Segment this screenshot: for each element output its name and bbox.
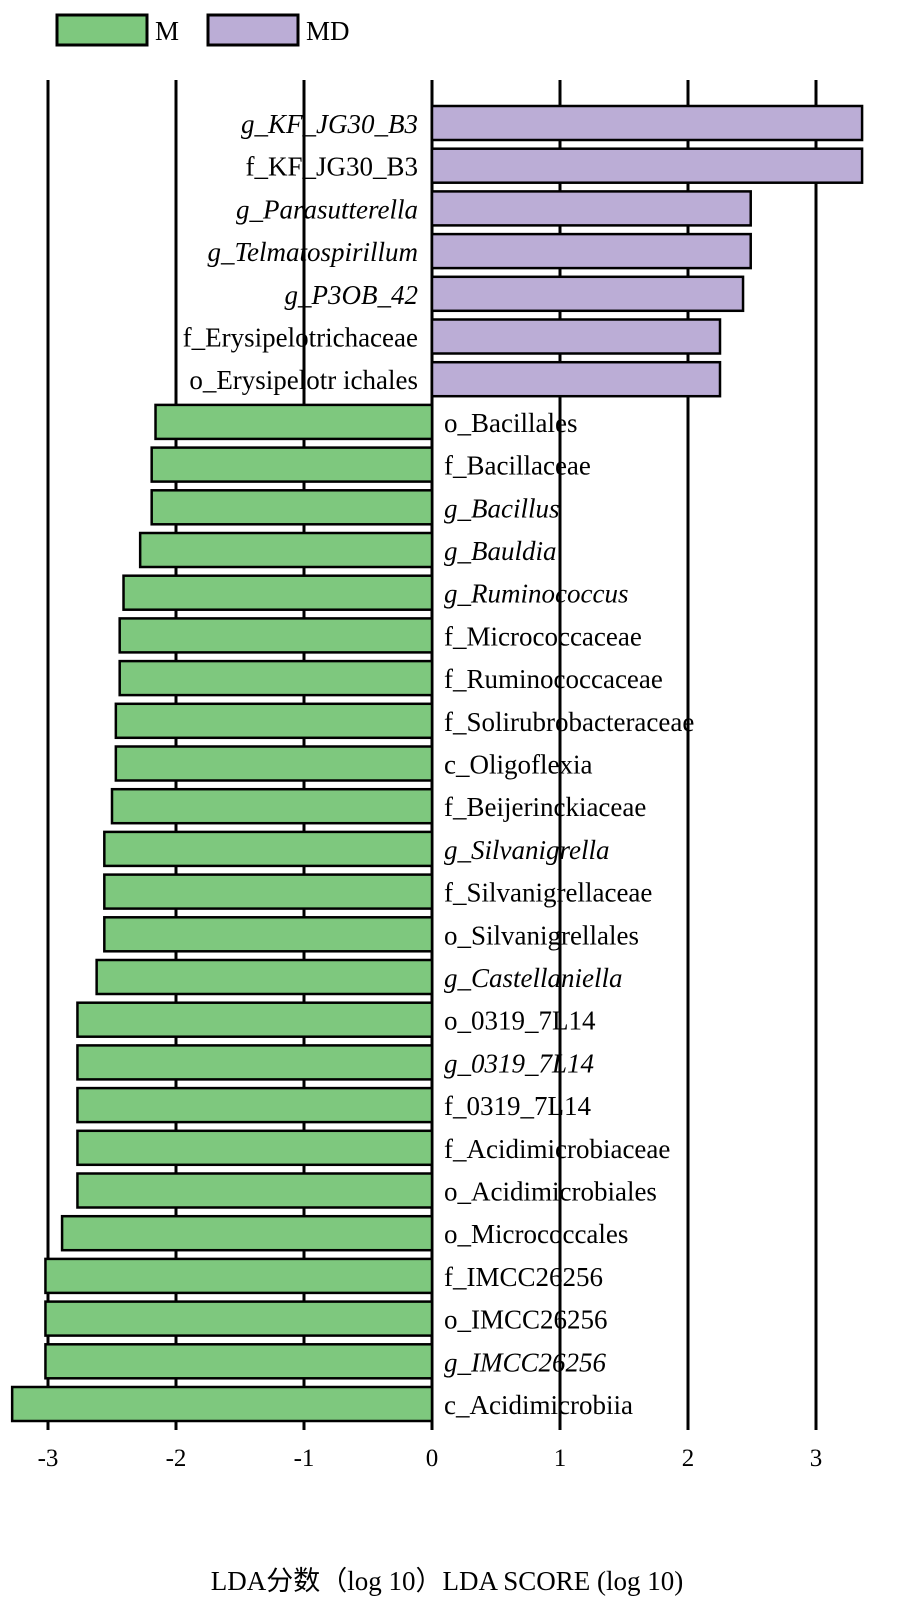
bar-f_KF_JG30_B3 bbox=[430, 147, 864, 184]
bar-label: g_Castellaniella bbox=[444, 963, 623, 993]
bar-f_Bacillaceae bbox=[150, 446, 434, 483]
bar-g_Bacillus bbox=[150, 489, 434, 526]
bar-c_Oligoflexia bbox=[114, 745, 434, 782]
bar-label: o_0319_7L14 bbox=[444, 1006, 596, 1036]
bar-g_0319_7L14 bbox=[76, 1044, 434, 1081]
bar-f_Erysipelotrichaceae bbox=[430, 318, 722, 355]
bar-f_Micrococcaceae bbox=[118, 617, 434, 654]
legend-label-md: MD bbox=[306, 16, 350, 46]
bar-label: f_Beijerinckiaceae bbox=[444, 792, 646, 822]
x-axis-ticks: -3 -2 -1 0 1 2 3 bbox=[38, 1445, 823, 1472]
bar-label: f_IMCC26256 bbox=[444, 1262, 603, 1292]
bar-label: f_Micrococcaceae bbox=[444, 621, 642, 651]
bar-g_Castellaniella bbox=[95, 958, 434, 996]
bar-label: c_Oligoflexia bbox=[444, 750, 592, 780]
bar-g_Parasutterella bbox=[430, 190, 752, 227]
legend-swatch-m bbox=[55, 13, 149, 47]
bar-o_0319_7L14 bbox=[76, 1001, 434, 1038]
bar-g_KF_JG30_B3 bbox=[430, 104, 864, 142]
bar-label: g_P3OB_42 bbox=[285, 280, 418, 310]
bar-o_Acidimicrobiales bbox=[76, 1172, 434, 1209]
bar-label: c_Acidimicrobiia bbox=[444, 1390, 633, 1420]
bar-f_0319_7L14 bbox=[76, 1086, 434, 1124]
bar-label: g_Parasutterella bbox=[236, 194, 418, 224]
bar-f_Ruminococcaceae bbox=[118, 659, 434, 697]
bar-label: f_Ruminococcaceae bbox=[444, 664, 663, 694]
bar-label: o_Bacillales bbox=[444, 408, 577, 438]
x-tick-label: -3 bbox=[38, 1445, 59, 1472]
bar-f_Beijerinckiaceae bbox=[110, 787, 434, 825]
legend: M MD bbox=[55, 13, 350, 47]
x-tick-label: -2 bbox=[166, 1445, 187, 1472]
bar-f_IMCC26256 bbox=[44, 1257, 434, 1295]
bar-o_Erysipelotr ichales bbox=[430, 360, 722, 398]
bar-label: g_Bauldia bbox=[444, 536, 557, 566]
bar-label: f_Erysipelotrichaceae bbox=[183, 323, 418, 353]
bar-g_Bauldia bbox=[138, 531, 434, 569]
x-tick-label: 3 bbox=[810, 1445, 823, 1472]
bar-g_Ruminococcus bbox=[122, 574, 434, 611]
bar-label: f_Solirubrobacteraceae bbox=[444, 707, 694, 737]
x-tick-label: -1 bbox=[294, 1445, 315, 1472]
bar-o_Bacillales bbox=[154, 403, 434, 441]
bar-label: g_Ruminococcus bbox=[444, 579, 628, 609]
bar-label: g_0319_7L14 bbox=[444, 1048, 594, 1078]
bar-g_P3OB_42 bbox=[430, 275, 745, 313]
bar-g_Silvanigrella bbox=[103, 830, 434, 868]
bar-label: o_Silvanigrellales bbox=[444, 920, 639, 950]
bar-o_Silvanigrellales bbox=[103, 916, 434, 953]
bar-label: g_Telmatospirillum bbox=[207, 237, 418, 267]
bar-label: g_IMCC26256 bbox=[444, 1347, 607, 1377]
bar-c_Acidimicrobiia bbox=[10, 1385, 434, 1423]
bar-label: g_Bacillus bbox=[444, 493, 560, 523]
bar-label: f_0319_7L14 bbox=[444, 1091, 591, 1121]
bars bbox=[10, 104, 864, 1423]
bar-labels: g_KF_JG30_B3 f_KF_JG30_B3 g_Parasutterella… bbox=[183, 109, 695, 1420]
bar-g_IMCC26256 bbox=[44, 1343, 434, 1380]
x-tick-label: 0 bbox=[426, 1445, 439, 1472]
bar-label: f_KF_JG30_B3 bbox=[245, 152, 418, 182]
legend-swatch-md bbox=[206, 13, 300, 47]
x-axis-title: LDA分数（log 10）LDA SCORE (log 10) bbox=[211, 1566, 684, 1596]
bar-g_Telmatospirillum bbox=[430, 232, 752, 270]
bar-label: o_Erysipelotr ichales bbox=[189, 365, 418, 395]
bar-label: o_IMCC26256 bbox=[444, 1305, 608, 1335]
bar-label: g_Silvanigrella bbox=[444, 835, 609, 865]
bar-label: o_Micrococcales bbox=[444, 1219, 628, 1249]
bar-label: f_Acidimicrobiaceae bbox=[444, 1134, 670, 1164]
bar-label: o_Acidimicrobiales bbox=[444, 1177, 657, 1207]
x-tick-label: 2 bbox=[682, 1445, 695, 1472]
bar-f_Solirubrobacteraceae bbox=[114, 702, 434, 740]
bar-f_Acidimicrobiaceae bbox=[76, 1129, 434, 1167]
bar-label: f_Bacillaceae bbox=[444, 451, 591, 481]
bar-label: g_KF_JG30_B3 bbox=[241, 109, 418, 139]
x-tick-label: 1 bbox=[554, 1445, 567, 1472]
bar-o_Micrococcales bbox=[60, 1214, 434, 1252]
legend-label-m: M bbox=[155, 16, 179, 46]
bar-o_IMCC26256 bbox=[44, 1300, 434, 1337]
bar-f_Silvanigrellaceae bbox=[103, 873, 434, 910]
bar-label: f_Silvanigrellaceae bbox=[444, 878, 652, 908]
